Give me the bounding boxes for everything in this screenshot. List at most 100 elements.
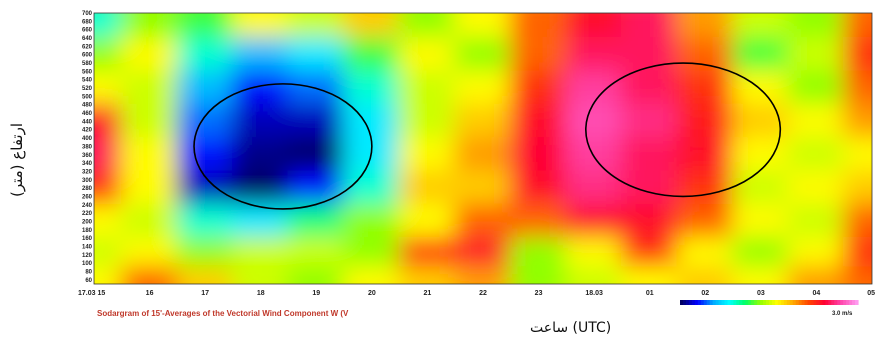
heatmap-cell [676, 237, 735, 269]
y-tick-label: 140 [82, 244, 93, 250]
y-tick-label: 100 [82, 261, 93, 267]
colorbar-segment [849, 300, 853, 305]
y-tick-label: 580 [82, 61, 93, 67]
figure-caption: Sodargram of 15'-Averages of the Vectori… [97, 309, 349, 318]
heatmap-cell [787, 70, 846, 106]
colorbar-segment [828, 300, 832, 305]
colorbar-segment [780, 300, 785, 305]
heatmap-cell [620, 170, 679, 206]
y-tick-label: 640 [82, 36, 93, 42]
y-tick-label: 340 [82, 161, 93, 167]
heatmap-cell [120, 103, 179, 140]
heatmap-cell [231, 37, 290, 73]
y-tick-label: 260 [82, 194, 93, 200]
annotation-ellipse [585, 62, 782, 198]
heatmap-cell [676, 266, 735, 284]
heatmap-cell [398, 37, 457, 73]
colorbar-segment [798, 300, 803, 305]
heatmap-cell [120, 237, 179, 269]
y-tick-label: 560 [82, 69, 93, 75]
heatmap-cell [287, 203, 346, 240]
heatmap-cell [231, 170, 290, 206]
colorbar-segment [760, 300, 764, 305]
x-tick-label: 02 [701, 290, 709, 297]
heatmap-cell [620, 103, 679, 140]
x-axis-ticks: 17.03 15 16 17 18 19 20 21 22 23 18.03 01 02 03 04 05 [78, 290, 875, 297]
colorbar-segment [709, 300, 714, 305]
x-tick-label: 19 [312, 290, 320, 297]
colorbar-segment [700, 300, 705, 305]
heatmap-cell [343, 266, 401, 284]
x-tick-label: 03 [757, 290, 765, 297]
heatmap-cell [676, 103, 735, 140]
y-tick-label: 280 [82, 186, 93, 192]
y-tick-label: 400 [82, 136, 93, 142]
y-tick-label: 500 [82, 94, 93, 100]
heatmap-cell [676, 170, 735, 206]
heatmap-cell [565, 237, 623, 269]
heatmap-cell [620, 13, 679, 40]
heatmap-cell [94, 137, 123, 173]
colorbar-segment [730, 300, 734, 305]
colorbar-segment [840, 300, 844, 305]
heatmap-cell [732, 266, 790, 284]
colorbar-segment [721, 300, 726, 305]
heatmap-cell [398, 237, 457, 269]
heatmap-cell [843, 203, 872, 240]
colorbar-segment [846, 300, 850, 305]
heatmap-cell [787, 237, 846, 269]
heatmap-cell [454, 13, 512, 40]
colorbar-segment [816, 300, 821, 305]
heatmap-cell [509, 70, 568, 106]
colorbar-segment [745, 300, 749, 305]
y-tick-label: 300 [82, 178, 93, 184]
heatmap-field [94, 13, 872, 284]
heatmap-cell [787, 203, 846, 240]
colorbar-segment [751, 300, 755, 305]
heatmap-cell [287, 266, 346, 284]
heatmap-cell [676, 37, 735, 73]
heatmap-cell [398, 103, 457, 140]
y-axis-ticks: 700 680 660 640 620 600 580 560 540 520 500 480 460 4… [82, 11, 93, 284]
y-tick-label: 440 [82, 119, 93, 125]
heatmap-cell [509, 237, 568, 269]
colorbar-segment [771, 300, 776, 305]
colorbar-segment [691, 300, 696, 305]
heatmap-cell [398, 70, 457, 106]
colorbar-segment [810, 300, 815, 305]
heatmap-cell [787, 266, 846, 284]
heatmap-cell [94, 37, 123, 73]
colorbar-segment [742, 300, 746, 305]
heatmap-cell [287, 103, 346, 140]
heatmap-cell [787, 13, 846, 40]
colorbar-segment [852, 300, 856, 305]
heatmap-cell [732, 137, 790, 173]
x-tick-label: 18.03 [585, 290, 603, 297]
x-tick-label: 17 [201, 290, 209, 297]
y-tick-label: 320 [82, 169, 93, 175]
heatmap-cell [398, 137, 457, 173]
heatmap-cell [231, 13, 290, 40]
heatmap-cell [120, 137, 179, 173]
heatmap-cell [843, 266, 872, 284]
y-tick-label: 240 [82, 203, 93, 209]
x-tick-label: 20 [368, 290, 376, 297]
colorbar-segment [727, 300, 732, 305]
heatmap-cell [287, 237, 346, 269]
y-tick-label: 60 [85, 278, 92, 284]
colorbar-segment [777, 300, 782, 305]
heatmap-cell [287, 13, 346, 40]
heatmap-cell [454, 203, 512, 240]
y-tick-label: 200 [82, 219, 93, 225]
colorbar-segment [766, 300, 770, 305]
y-tick-label: 680 [82, 19, 93, 25]
heatmap-cell [509, 170, 568, 206]
colorbar-segment [754, 300, 758, 305]
y-tick-label: 360 [82, 153, 93, 159]
colorbar-segment [804, 300, 809, 305]
colorbar-segment [789, 300, 794, 305]
heatmap-cell [843, 170, 872, 206]
heatmap-cell [398, 13, 457, 40]
y-tick-label: 540 [82, 78, 93, 84]
